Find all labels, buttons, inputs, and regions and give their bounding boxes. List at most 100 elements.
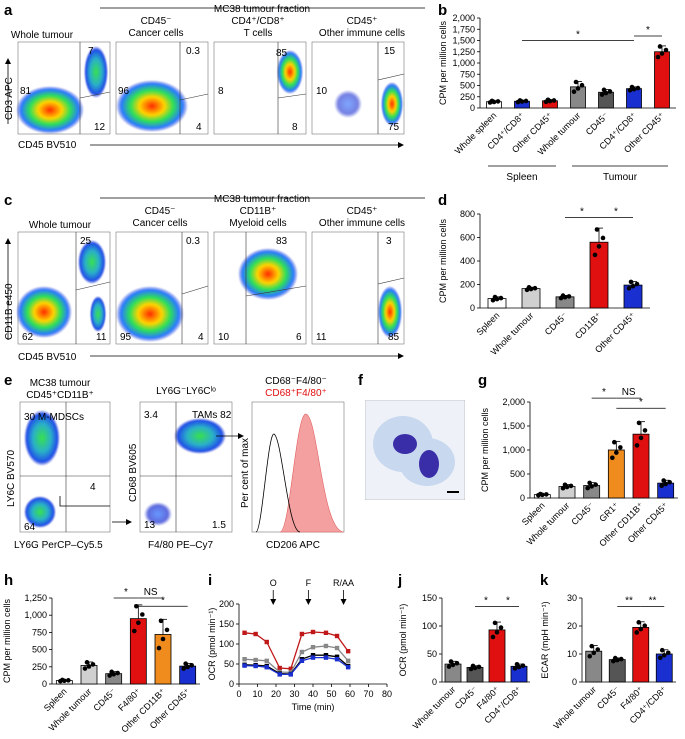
i-series-point [334, 654, 340, 659]
a-plot4-name: CD45⁺ [347, 16, 378, 27]
i-series-point [345, 658, 351, 663]
chart-h: 0 250 500 750 1,000 1,250 CPM per million cell… [2, 587, 200, 735]
e-p2-density [174, 418, 226, 454]
c-plot1-density2 [78, 240, 106, 284]
e-p2-ylabel: CD68 BV605 [128, 443, 139, 502]
e-p3-black-histogram [255, 433, 301, 533]
panel-a-flow-plots: MC38 tumour fraction Whole tumour CD45⁻ … [4, 4, 425, 150]
h-data-point [183, 661, 188, 666]
i-series-point [242, 630, 247, 635]
g-data-point [589, 484, 594, 489]
a-plot1-q-left: 81 [20, 86, 32, 97]
b-data-point [657, 44, 663, 49]
d-bar [521, 288, 541, 309]
a-plot4-q-top: 15 [384, 46, 396, 57]
panel-letter-d: d [438, 192, 448, 209]
b-data-point [545, 97, 551, 103]
e-p1-q-top: 30 M-MDSCs [24, 412, 84, 423]
i-xtick-label: 40 [308, 689, 318, 699]
b-group-label: Spleen [506, 172, 537, 183]
c-x-arrow-icon [398, 353, 404, 359]
d-data-point [532, 285, 538, 291]
j-data-point [450, 662, 456, 668]
a-plot3-q-left: 8 [218, 86, 224, 97]
e-p3-legend2: CD68⁺F4/80⁺ [265, 388, 327, 399]
i-ytick-label: 150 [219, 619, 234, 629]
c-plot3-q-left: 10 [218, 332, 230, 343]
k-data-point [612, 655, 618, 661]
b-ytick-label: 1,250 [452, 47, 475, 57]
e-p2-q-tr: TAMs 82 [192, 410, 232, 421]
c-plot1-q-top: 25 [80, 236, 92, 247]
j-data-point [492, 620, 498, 626]
h-data-point [82, 666, 88, 671]
h-ytick-label: 1,250 [24, 593, 47, 603]
a-plot2-density [116, 80, 188, 132]
g-data-point [593, 482, 598, 487]
e-p2-title: LY6G⁻LY6Cˡᵒ [156, 386, 216, 397]
e-p2-q-br: 1.5 [212, 520, 226, 531]
h-data-point [181, 666, 186, 671]
d-category-label: CD11B⁺ [573, 310, 604, 341]
b-data-point [575, 86, 581, 91]
j-ytick-label: 100 [422, 621, 437, 631]
b-data-point [523, 98, 529, 104]
e-p3-red-histogram [279, 413, 345, 533]
b-data-point [629, 84, 635, 90]
d-data-point [630, 283, 636, 289]
c-plot2-name: CD45⁻ [145, 206, 176, 217]
g-data-point [568, 483, 574, 489]
k-bar [608, 659, 626, 683]
a-x-arrow-icon [398, 142, 404, 148]
b-data-point [607, 89, 613, 94]
i-xtick-label: 70 [363, 689, 373, 699]
i-injection-label: R/AA [333, 578, 354, 588]
k-data-point [589, 643, 595, 649]
k-ytick-label: 20 [567, 621, 577, 631]
i-series-point [242, 663, 247, 668]
c-plot3-name: CD11B⁺ [240, 206, 277, 217]
j-category-label: CD45⁻ [453, 684, 480, 711]
k-data-point [634, 630, 640, 635]
c-xlabel: CD45 BV510 [18, 352, 77, 363]
i-series-point [345, 649, 351, 654]
b-ytick-label: 750 [460, 69, 475, 79]
i-series-point [345, 665, 351, 670]
i-xtick-label: 50 [326, 689, 336, 699]
d-sig-label: * [614, 207, 618, 218]
d-category-label: CD45⁻ [543, 310, 570, 337]
c-plot3-sub: Myeloid cells [229, 218, 286, 229]
panel-f-micrograph [365, 400, 465, 500]
g-ytick-label: 1,500 [502, 421, 525, 431]
h-sig-label: * [161, 595, 165, 606]
h-bar [129, 618, 147, 685]
b-data-point [655, 54, 661, 60]
j-data-point [520, 663, 526, 668]
i-xlabel: Time (min) [292, 702, 335, 712]
panel-letter-c: c [4, 192, 13, 209]
c-plot1-name: Whole tumour [29, 220, 92, 231]
e-p1-ylabel: LY6C BV570 [6, 449, 17, 507]
h-ytick-label: 250 [32, 662, 47, 672]
h-ytick-label: 1,000 [24, 610, 47, 620]
e-p1-xlabel: LY6G PerCP–Cy5.5 [14, 540, 103, 551]
i-series-point [334, 657, 340, 662]
d-data-point [626, 285, 632, 291]
d-data-point [526, 285, 532, 290]
g-category-label: CD45⁻ [569, 500, 596, 527]
h-data-point [185, 664, 190, 670]
e-p1-q-right: 4 [90, 482, 96, 493]
b-ytick-label: 1,500 [452, 36, 475, 46]
a-plot3-q-right: 8 [292, 122, 298, 133]
c-plot4-q-right: 85 [388, 332, 400, 343]
i-series-point [310, 629, 316, 635]
b-sig-label: * [576, 30, 580, 41]
f-nucleus2 [419, 450, 439, 478]
g-ytick-label: 0 [520, 493, 525, 503]
a-plot1-q-right: 12 [94, 122, 106, 133]
c-plot3-q-right: 6 [296, 332, 302, 343]
c-plot2-density [116, 286, 184, 342]
i-ytick-label: 100 [219, 639, 234, 649]
h-data-point [189, 662, 194, 668]
